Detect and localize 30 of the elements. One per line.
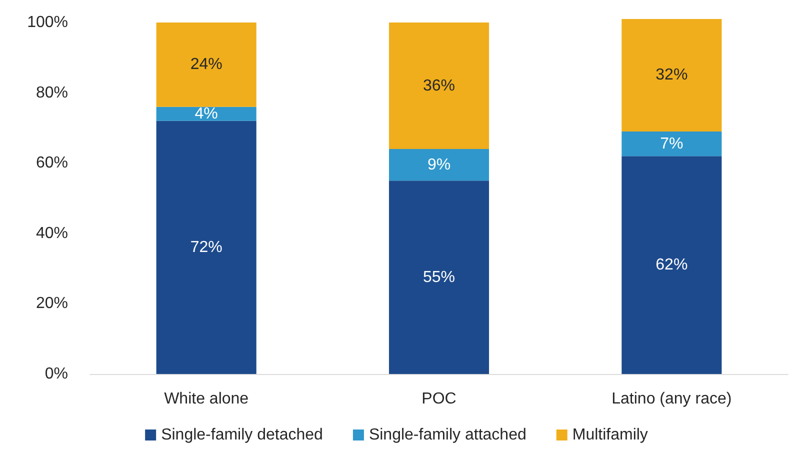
bar <box>622 156 722 374</box>
data-label: 32% <box>656 66 688 84</box>
x-tick-label: Latino (any race) <box>612 390 732 408</box>
legend-label: Single-family attached <box>368 426 526 444</box>
data-label: 9% <box>427 156 451 174</box>
legend-label: Multifamily <box>572 426 648 444</box>
x-tick-label: POC <box>422 390 456 408</box>
y-tick-label: 80% <box>36 84 68 102</box>
y-tick-label: 40% <box>36 224 68 242</box>
y-tick-label: 100% <box>27 14 68 32</box>
bar <box>156 22 256 107</box>
data-label: 24% <box>190 56 222 74</box>
y-tick-label: 0% <box>44 366 68 382</box>
bar <box>622 19 722 132</box>
x-tick-label: White alone <box>164 390 249 408</box>
bar <box>622 131 722 156</box>
data-label: 62% <box>656 256 688 274</box>
data-label: 4% <box>194 105 218 122</box>
data-label: 36% <box>422 77 456 94</box>
data-label: 7% <box>660 135 684 152</box>
y-tick-label: 20% <box>36 295 68 312</box>
y-tick-label: 60% <box>36 154 68 172</box>
bar <box>156 120 256 374</box>
data-label: 72% <box>190 238 222 256</box>
bar <box>388 180 490 374</box>
bar <box>156 106 256 121</box>
bar <box>388 149 490 181</box>
legend-label: Single-family detached <box>161 426 323 444</box>
data-label: 55% <box>422 268 456 286</box>
bar <box>388 22 490 150</box>
